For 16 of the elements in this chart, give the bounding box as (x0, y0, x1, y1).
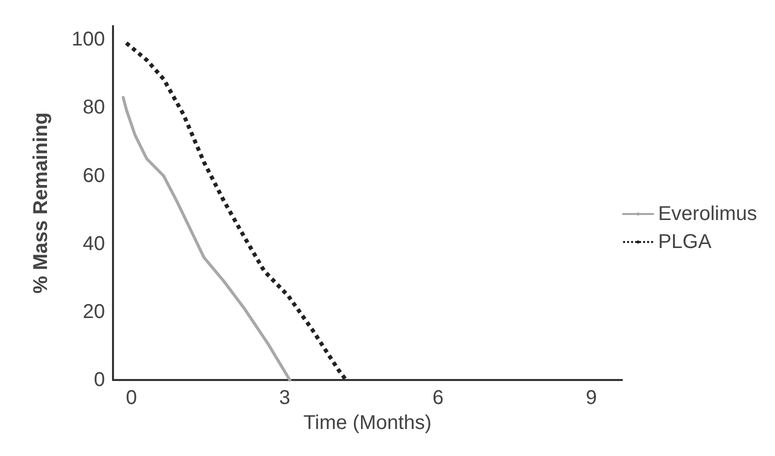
y-axis-title: % Mass Remaining (30, 112, 52, 294)
y-tick-label: 40 (82, 232, 105, 255)
x-tick-label: 6 (432, 387, 444, 409)
legend-label: Everolimus (658, 203, 758, 225)
x-axis-title: Time (Months) (303, 412, 432, 434)
y-tick-label: 20 (82, 300, 105, 323)
line-series (122, 96, 292, 382)
y-tick-label: 80 (82, 96, 105, 119)
y-tick-label: 0 (94, 369, 105, 391)
y-tick-label: 100 (72, 28, 105, 51)
x-tick-label: 0 (126, 387, 137, 409)
legend-label: PLGA (658, 231, 712, 253)
x-tick-label: 9 (586, 387, 597, 409)
line-series (124, 41, 348, 382)
x-tick-label: 3 (279, 387, 290, 409)
y-tick-label: 60 (82, 164, 105, 187)
